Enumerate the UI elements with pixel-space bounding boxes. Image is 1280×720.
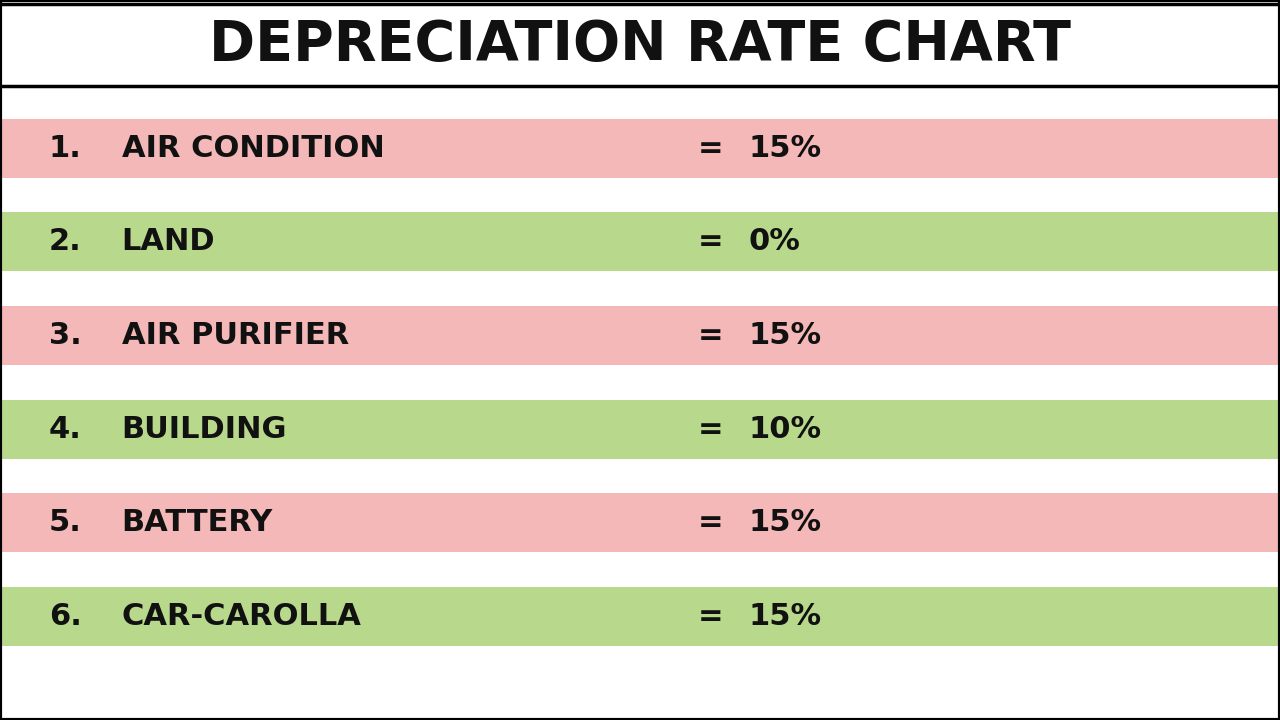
Text: 15%: 15% — [749, 321, 822, 350]
Bar — [0, 400, 1280, 459]
Text: AIR PURIFIER: AIR PURIFIER — [122, 321, 349, 350]
Text: 4.: 4. — [49, 415, 82, 444]
Text: =: = — [698, 228, 723, 256]
Bar — [0, 587, 1280, 646]
Text: =: = — [698, 321, 723, 350]
Text: 6.: 6. — [49, 602, 82, 631]
Text: =: = — [698, 134, 723, 163]
Text: 0%: 0% — [749, 228, 801, 256]
Text: BATTERY: BATTERY — [122, 508, 273, 537]
Text: =: = — [698, 602, 723, 631]
Text: 1.: 1. — [49, 134, 82, 163]
Text: 5.: 5. — [49, 508, 82, 537]
Text: CAR-CAROLLA: CAR-CAROLLA — [122, 602, 361, 631]
Bar — [0, 212, 1280, 271]
Bar — [0, 306, 1280, 365]
Text: 10%: 10% — [749, 415, 822, 444]
Text: DEPRECIATION RATE CHART: DEPRECIATION RATE CHART — [209, 18, 1071, 72]
Text: AIR CONDITION: AIR CONDITION — [122, 134, 384, 163]
Text: BUILDING: BUILDING — [122, 415, 287, 444]
Text: 3.: 3. — [49, 321, 82, 350]
Text: LAND: LAND — [122, 228, 215, 256]
Text: =: = — [698, 415, 723, 444]
Text: 15%: 15% — [749, 602, 822, 631]
Text: 2.: 2. — [49, 228, 82, 256]
Text: 15%: 15% — [749, 508, 822, 537]
Bar — [0, 493, 1280, 552]
Text: =: = — [698, 508, 723, 537]
Bar — [0, 119, 1280, 178]
Text: 15%: 15% — [749, 134, 822, 163]
